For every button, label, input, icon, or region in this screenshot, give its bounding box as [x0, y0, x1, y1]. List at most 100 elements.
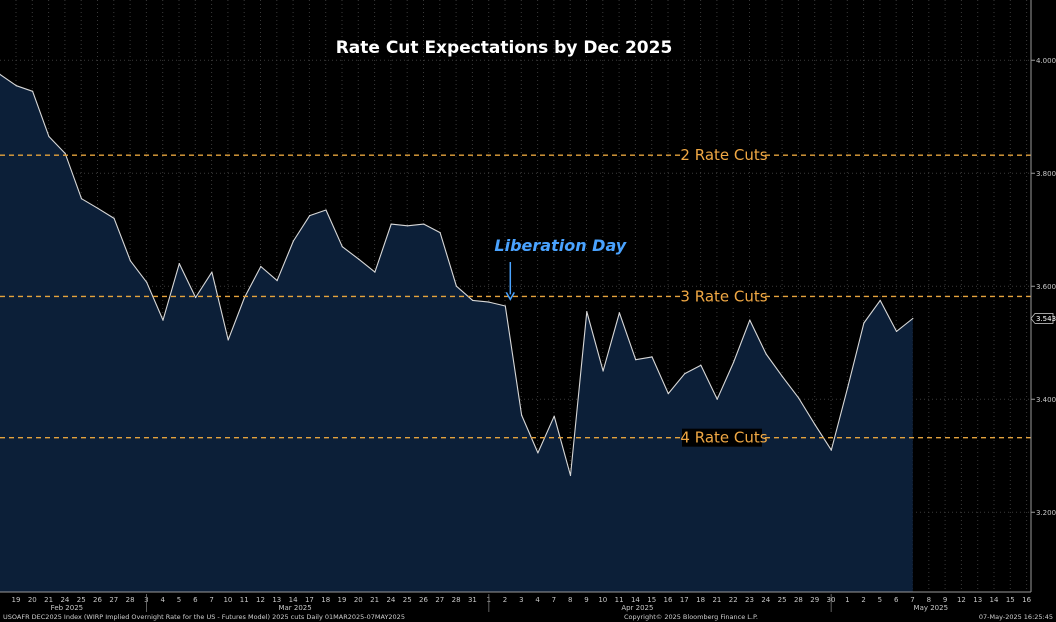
- x-tick-label: 13: [272, 596, 281, 604]
- data-point: [113, 217, 115, 219]
- data-point: [455, 285, 457, 287]
- x-tick-label: 7: [552, 596, 556, 604]
- x-tick-label: 13: [973, 596, 982, 604]
- x-tick-label: 28: [794, 596, 803, 604]
- x-tick-label: 6: [894, 596, 899, 604]
- x-tick-label: 15: [647, 596, 656, 604]
- x-tick-label: 4: [160, 596, 165, 604]
- x-tick-label: 14: [289, 596, 298, 604]
- x-tick-label: 19: [12, 596, 21, 604]
- x-tick-label: 14: [990, 596, 999, 604]
- x-tick-label: 22: [729, 596, 738, 604]
- data-point: [635, 359, 637, 361]
- x-tick-label: 11: [240, 596, 249, 604]
- last-value-label: 3.543: [1036, 315, 1056, 323]
- data-point: [243, 296, 246, 299]
- x-tick-label: 23: [745, 596, 754, 604]
- data-point: [325, 209, 327, 211]
- data-point: [390, 223, 392, 225]
- x-month-label: Apr 2025: [621, 604, 653, 612]
- data-point: [618, 312, 621, 314]
- data-point: [504, 305, 506, 307]
- data-point: [162, 319, 164, 321]
- annotation-label: Liberation Day: [494, 236, 626, 255]
- data-point: [48, 135, 50, 138]
- data-point: [195, 296, 197, 299]
- x-month-label: Mar 2025: [278, 604, 311, 612]
- last-value-marker: [1030, 313, 1054, 324]
- data-point: [537, 452, 539, 454]
- footer-source: USOAFR DEC2025 Index (WIRP Implied Overn…: [3, 613, 405, 621]
- x-tick-label: 21: [712, 596, 721, 604]
- data-point: [879, 299, 881, 301]
- x-tick-label: 20: [28, 596, 37, 604]
- x-tick-label: 25: [778, 596, 787, 604]
- data-point: [227, 339, 229, 341]
- x-tick-label: 26: [419, 596, 428, 604]
- data-point: [716, 398, 718, 400]
- reference-label: 3 Rate Cuts: [680, 287, 767, 305]
- data-point: [472, 299, 474, 301]
- y-tick-label: 4.000: [1036, 57, 1056, 65]
- data-point: [798, 397, 800, 399]
- data-point: [732, 361, 735, 364]
- y-tick-label: 3.200: [1036, 509, 1056, 517]
- x-month-label: Feb 2025: [51, 604, 83, 612]
- data-point: [700, 364, 702, 366]
- x-tick-label: 27: [109, 596, 118, 604]
- x-tick-label: 31: [468, 596, 477, 604]
- x-tick-label: 18: [321, 596, 330, 604]
- data-point: [814, 424, 816, 426]
- data-point: [912, 317, 914, 320]
- annotation-arrow-head: [505, 292, 515, 301]
- x-month-label: May 2025: [914, 604, 949, 612]
- x-tick-label: 28: [126, 596, 135, 604]
- x-tick-label: 17: [680, 596, 689, 604]
- x-tick-label: 15: [1006, 596, 1015, 604]
- data-point: [488, 301, 490, 303]
- data-point: [863, 322, 865, 324]
- x-tick-label: 2: [503, 596, 507, 604]
- data-point: [292, 240, 294, 242]
- data-point: [80, 198, 83, 200]
- x-tick-label: 24: [60, 596, 69, 604]
- x-tick-label: 12: [256, 596, 265, 604]
- data-point: [684, 373, 686, 375]
- series-area: [0, 74, 913, 592]
- data-point: [406, 225, 409, 227]
- x-tick-label: 6: [193, 596, 198, 604]
- reference-label-bg: [682, 287, 762, 306]
- data-point: [31, 90, 34, 92]
- x-tick-label: 16: [664, 596, 673, 604]
- x-tick-label: 3: [519, 596, 523, 604]
- data-point: [374, 271, 376, 273]
- x-tick-label: 25: [77, 596, 86, 604]
- footer-timestamp: 07-May-2025 16:25:45: [979, 613, 1053, 621]
- x-tick-label: 11: [615, 596, 624, 604]
- x-tick-label: 7: [910, 596, 914, 604]
- x-tick-label: 25: [403, 596, 412, 604]
- reference-lines: 2 Rate Cuts 3 Rate Cuts 4 Rate Cuts: [0, 146, 1031, 447]
- data-point: [830, 449, 832, 451]
- x-tick-label: 5: [878, 596, 882, 604]
- data-point: [749, 319, 751, 321]
- x-tick-label: 10: [223, 596, 232, 604]
- x-tick-label: 24: [386, 596, 395, 604]
- chart-title: Rate Cut Expectations by Dec 2025: [336, 38, 673, 58]
- x-tick-label: 10: [598, 596, 607, 604]
- data-point: [358, 258, 360, 260]
- y-tick-label: 3.600: [1036, 283, 1056, 291]
- data-point: [211, 271, 213, 273]
- reference-label: 2 Rate Cuts: [680, 146, 767, 164]
- data-point: [276, 280, 278, 282]
- x-tick-label: 8: [568, 596, 572, 604]
- x-tick-label: 7: [209, 596, 213, 604]
- x-tick-label: 17: [305, 596, 314, 604]
- data-point: [651, 356, 653, 358]
- y-tick-label: 3.400: [1036, 396, 1056, 404]
- data-point: [423, 223, 425, 225]
- footer-copyright: Copyright© 2025 Bloomberg Finance L.P.: [624, 613, 758, 621]
- data-point: [667, 393, 669, 395]
- x-tick-label: 9: [584, 596, 588, 604]
